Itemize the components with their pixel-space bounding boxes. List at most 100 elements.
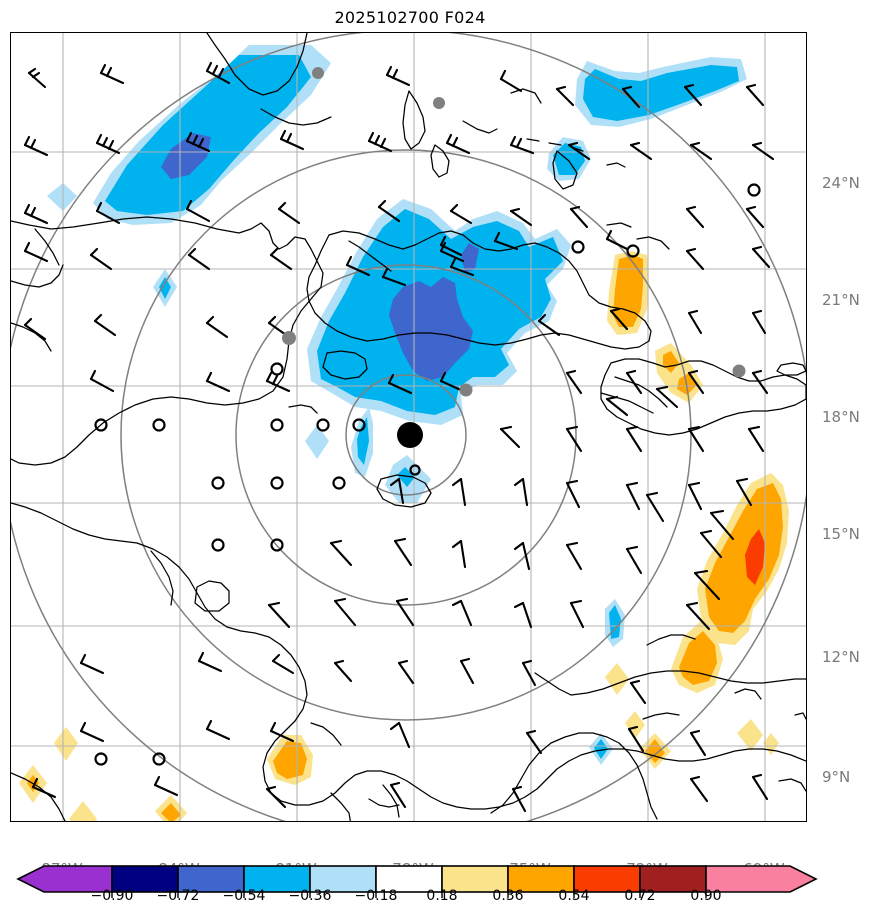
wind-barb	[385, 65, 411, 87]
wind-barb	[79, 653, 105, 675]
wind-barb	[99, 63, 125, 85]
calm-circle	[94, 418, 108, 432]
storm-center-dot	[397, 422, 423, 448]
colorbar-tick-label: −0.72	[156, 888, 200, 904]
wind-barb	[205, 371, 231, 393]
wind-barb	[493, 231, 519, 251]
coast-se-curacao	[778, 778, 806, 792]
wind-barb	[89, 369, 115, 393]
wind-barb	[153, 775, 179, 797]
plot-area: 24°N 21°N 18°N 15°N 12°N 9°N 87°W 84°W 8…	[10, 32, 860, 878]
wind-barb	[567, 141, 591, 161]
wind-barb	[751, 309, 767, 335]
coast-cuba	[306, 230, 652, 350]
wind-barb	[267, 601, 291, 629]
colorbar-tick-label: −0.36	[288, 888, 332, 904]
wind-barb	[205, 61, 231, 85]
contour-fill-hisp-mid	[663, 351, 679, 373]
wind-barb	[449, 257, 475, 277]
coast-south-detail	[534, 672, 572, 696]
calm-circle	[270, 476, 284, 490]
calm-circle	[152, 752, 166, 766]
calm-circle	[316, 418, 330, 432]
wind-barb	[693, 569, 721, 601]
contour-fill-ec-core	[745, 529, 765, 585]
coast-puertorico	[776, 362, 806, 376]
wind-barb	[625, 369, 643, 395]
contour-fill-se-blue-in	[594, 739, 608, 759]
colorbar-tick-label: −0.18	[354, 888, 398, 904]
city-dot	[433, 97, 445, 109]
calm-markers	[94, 183, 761, 766]
wind-barb	[277, 201, 301, 225]
colorbar-tick-label: −0.54	[222, 888, 266, 904]
colorbar-tick-label: 0.72	[624, 888, 656, 904]
colorbar-swatches	[16, 865, 818, 893]
coast-venezuela	[570, 670, 806, 696]
coast-haiti-sw	[600, 392, 654, 414]
wind-barb	[345, 255, 371, 277]
colorbar-band	[375, 865, 443, 893]
contour-fill-se-d2	[625, 711, 645, 739]
y-tick-label: 9°N	[822, 768, 851, 786]
wind-barb	[31, 777, 57, 799]
colorbar[interactable]: −0.90 −0.72 −0.54 −0.36 −0.18 0.18 0.36 …	[0, 862, 873, 924]
y-tick-label: 21°N	[822, 291, 860, 309]
wind-barb	[445, 133, 471, 155]
calm-circle	[270, 538, 284, 552]
range-ring-1	[345, 374, 467, 496]
contour-fill-venez-mid	[609, 605, 621, 639]
wind-barb	[395, 597, 415, 627]
wind-barb	[23, 317, 47, 341]
filled-contours	[19, 45, 789, 821]
wind-barb	[605, 395, 629, 417]
colorbar-ticks	[111, 892, 707, 898]
calm-circle	[747, 183, 761, 197]
contour-fill-panama-mid	[273, 741, 307, 779]
wind-barb	[397, 659, 415, 685]
map-canvas[interactable]	[10, 32, 807, 822]
wind-barb	[93, 313, 117, 337]
wind-barb	[645, 491, 665, 523]
coast-honduras-in	[150, 550, 174, 606]
contour-fill-ec-mid	[705, 483, 783, 633]
wind-barb	[367, 131, 393, 153]
wind-barb	[271, 653, 295, 675]
wind-barb	[685, 247, 705, 271]
calm-circle	[626, 244, 640, 258]
wind-barb	[521, 659, 537, 687]
coast-grandcayman	[288, 404, 318, 414]
y-tick-label: 18°N	[822, 408, 860, 426]
calm-circle	[270, 362, 284, 376]
wind-barb	[513, 541, 531, 571]
coast-bahamas-1	[402, 90, 426, 150]
contour-fill-sw-d1	[54, 727, 78, 761]
wind-barb	[555, 85, 575, 107]
coast-bahamas-2	[430, 144, 450, 178]
calm-circle	[352, 418, 366, 432]
wind-barb	[569, 599, 585, 629]
wind-barb	[187, 247, 211, 271]
colorbar-tick-label: 0.54	[558, 888, 590, 904]
contour-fill-nw-core	[161, 133, 211, 179]
wind-barb	[569, 205, 589, 229]
wind-barb	[269, 721, 295, 743]
wind-barb	[499, 425, 521, 449]
wind-barb	[621, 85, 641, 109]
wind-barb	[499, 69, 523, 93]
contour-fill-sw-d4o	[161, 803, 181, 821]
coast-yucatan-2	[11, 264, 64, 288]
coast-yucatan-3	[11, 322, 52, 352]
calm-circle	[94, 752, 108, 766]
wind-barb	[565, 369, 583, 395]
wind-barb	[265, 371, 291, 393]
colorbar-band	[111, 865, 179, 893]
contour-fill-se-d3	[737, 719, 763, 751]
map-svg	[11, 33, 806, 821]
colorbar-tick-label: 0.18	[426, 888, 458, 904]
storm-center-marker[interactable]	[397, 422, 423, 448]
colorbar-band	[639, 865, 707, 893]
calm-circle	[409, 464, 421, 476]
y-tick-label: 12°N	[822, 648, 860, 666]
coast-panama-isthmus	[368, 798, 400, 808]
